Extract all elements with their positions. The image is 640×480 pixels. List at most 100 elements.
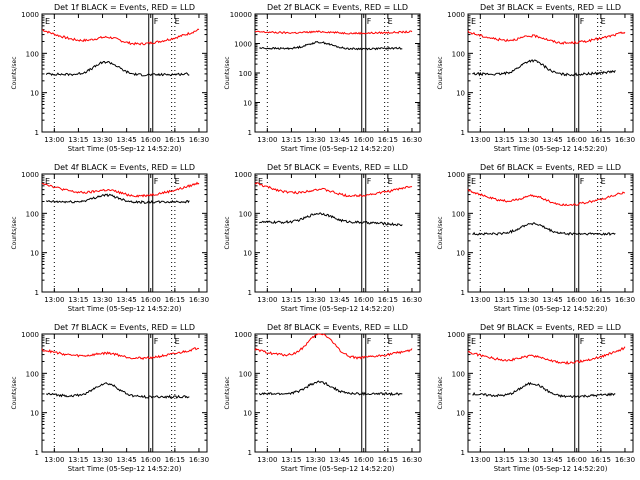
axes-frame <box>467 173 634 293</box>
panel-det-8: Det 8f BLACK = Events, RED = LLD 1 10 100 10… <box>224 323 422 473</box>
y-tick-label: 100 <box>26 210 39 218</box>
axes-frame <box>254 173 421 293</box>
axes-frame <box>41 13 208 133</box>
series-lld <box>254 333 413 360</box>
y-tick-label: 1 <box>461 129 465 137</box>
x-tick-label: 16:15 <box>591 296 611 304</box>
y-tick-label: 100 <box>239 210 252 218</box>
x-axis-label: Start Time (05-Sep-12 14:52:20) <box>281 145 395 153</box>
x-tick-label: 13:15 <box>494 136 514 144</box>
y-tick-label: 100 <box>452 210 465 218</box>
x-tick-label: 16:30 <box>189 136 209 144</box>
x-axis-label: Start Time (05-Sep-12 14:52:20) <box>68 145 182 153</box>
marker-label: F <box>154 17 159 26</box>
y-tick-label: 1000 <box>447 331 465 339</box>
x-tick-label: 16:00 <box>567 296 587 304</box>
y-tick-label: 10000 <box>230 11 252 19</box>
x-tick-label: 16:15 <box>591 136 611 144</box>
y-axis-label: Counts/sec <box>437 376 444 409</box>
x-tick-label: 13:30 <box>92 136 112 144</box>
series-events <box>472 381 616 399</box>
x-tick-label: 13:00 <box>257 456 277 464</box>
x-tick-label: 13:00 <box>44 456 64 464</box>
panel-title: Det 4f BLACK = Events, RED = LLD <box>54 163 195 172</box>
marker-label: E <box>471 177 476 186</box>
y-tick-label: 100 <box>239 70 252 78</box>
x-tick-label: 13:30 <box>92 296 112 304</box>
panel-title: Det 7f BLACK = Events, RED = LLD <box>54 323 195 332</box>
marker-label: E <box>601 177 606 186</box>
y-tick-label: 1 <box>248 449 252 457</box>
marker-label: F <box>367 17 372 26</box>
x-tick-label: 16:00 <box>141 136 161 144</box>
y-axis-label: Counts/sec <box>437 56 444 89</box>
panel-det-6: Det 6f BLACK = Events, RED = LLD 1 10 100 10… <box>437 163 635 313</box>
x-tick-label: 13:45 <box>330 136 350 144</box>
y-axis-label: Counts/sec <box>224 56 231 89</box>
x-tick-label: 16:30 <box>615 136 635 144</box>
x-tick-label: 13:45 <box>543 296 563 304</box>
x-tick-label: 16:00 <box>354 136 374 144</box>
panel-det-3: Det 3f BLACK = Events, RED = LLD 1 10 100 10… <box>437 3 635 153</box>
x-tick-label: 13:45 <box>543 456 563 464</box>
y-tick-label: 100 <box>26 370 39 378</box>
marker-label: E <box>258 177 263 186</box>
x-tick-label: 13:15 <box>68 136 88 144</box>
marker-label: E <box>258 337 263 346</box>
marker-label: E <box>175 177 180 186</box>
x-tick-label: 13:30 <box>518 456 538 464</box>
series-lld <box>41 347 200 361</box>
x-tick-label: 13:45 <box>117 456 137 464</box>
panel-det-7: Det 7f BLACK = Events, RED = LLD 1 10 100 10… <box>11 323 209 473</box>
series-lld <box>467 30 626 45</box>
x-tick-label: 13:45 <box>330 456 350 464</box>
x-tick-label: 16:30 <box>615 456 635 464</box>
x-tick-label: 13:00 <box>470 296 490 304</box>
marker-label: E <box>45 17 50 26</box>
y-tick-label: 1 <box>461 449 465 457</box>
y-tick-label: 100 <box>452 50 465 58</box>
x-tick-label: 13:00 <box>470 136 490 144</box>
y-tick-label: 1 <box>248 289 252 297</box>
y-axis-label: Counts/sec <box>224 376 231 409</box>
marker-label: E <box>388 337 393 346</box>
marker-label: E <box>388 17 393 26</box>
y-tick-label: 100 <box>239 370 252 378</box>
series-lld <box>41 28 200 46</box>
x-tick-label: 13:30 <box>305 136 325 144</box>
y-tick-label: 10 <box>30 250 39 258</box>
y-tick-label: 1000 <box>21 171 39 179</box>
marker-label: F <box>154 337 159 346</box>
x-tick-label: 13:30 <box>305 296 325 304</box>
x-tick-label: 16:30 <box>615 296 635 304</box>
marker-label: E <box>175 17 180 26</box>
marker-label: F <box>367 177 372 186</box>
y-tick-label: 1000 <box>21 11 39 19</box>
axes-frame <box>41 173 208 293</box>
x-axis-label: Start Time (05-Sep-12 14:52:20) <box>494 465 608 473</box>
y-tick-label: 1000 <box>234 41 252 49</box>
y-tick-label: 1 <box>35 449 39 457</box>
panel-title: Det 3f BLACK = Events, RED = LLD <box>480 3 621 12</box>
x-tick-label: 16:30 <box>402 296 422 304</box>
x-tick-label: 16:30 <box>189 296 209 304</box>
y-tick-label: 1000 <box>234 171 252 179</box>
x-tick-label: 16:30 <box>189 456 209 464</box>
y-tick-label: 1000 <box>447 171 465 179</box>
axes-frame <box>467 13 634 133</box>
y-tick-label: 1000 <box>234 331 252 339</box>
x-tick-label: 13:45 <box>117 136 137 144</box>
x-tick-label: 16:00 <box>567 456 587 464</box>
y-tick-label: 1000 <box>21 331 39 339</box>
y-tick-label: 10 <box>243 100 252 108</box>
axes-frame <box>467 333 634 453</box>
series-lld <box>254 182 413 198</box>
x-tick-label: 16:15 <box>591 456 611 464</box>
marker-label: F <box>367 337 372 346</box>
y-axis-label: Counts/sec <box>11 376 18 409</box>
x-tick-label: 13:15 <box>281 456 301 464</box>
series-events <box>45 193 190 204</box>
panel-det-9: Det 9f BLACK = Events, RED = LLD 1 10 100 10… <box>437 323 635 473</box>
x-tick-label: 13:15 <box>68 456 88 464</box>
y-tick-label: 10 <box>243 250 252 258</box>
